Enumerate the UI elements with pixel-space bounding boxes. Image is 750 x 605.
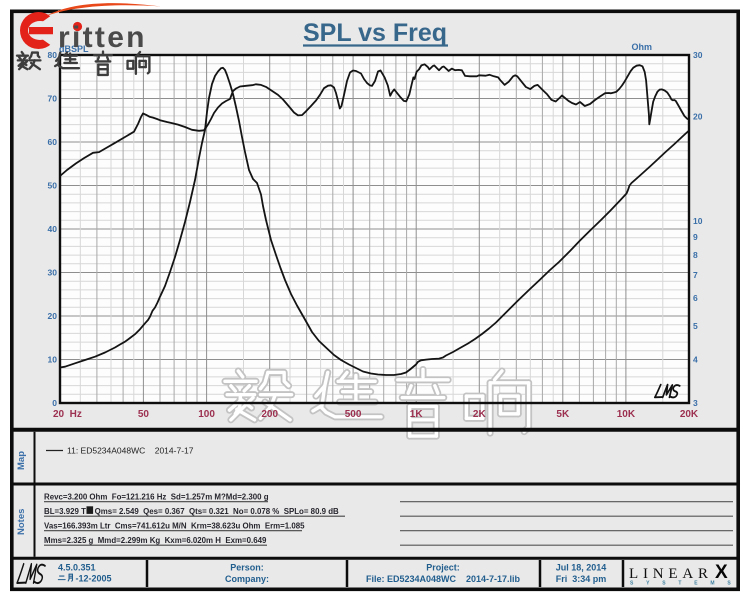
svg-text:10: 10 — [693, 216, 703, 226]
svg-text:5: 5 — [693, 321, 698, 331]
svg-text:20 Hz: 20 Hz — [53, 409, 82, 420]
svg-text:3: 3 — [693, 398, 698, 408]
svg-text:8: 8 — [693, 250, 698, 260]
svg-text:Revc=3.200 Ohm Fo=121.216 Hz: Revc=3.200 Ohm Fo=121.216 Hz Sd=1.257m M… — [44, 493, 269, 502]
svg-text:10: 10 — [48, 355, 58, 365]
svg-text:50: 50 — [138, 409, 150, 420]
svg-text:20: 20 — [693, 111, 703, 121]
svg-text:0: 0 — [52, 398, 57, 408]
svg-text:20: 20 — [48, 311, 58, 321]
svg-text:SPL vs Freq: SPL vs Freq — [303, 19, 447, 47]
svg-text:9: 9 — [693, 232, 698, 242]
svg-text:500: 500 — [345, 409, 362, 420]
svg-text:11: ED5234A048WC 2014-7-17: 11: ED5234A048WC 2014-7-17 — [67, 446, 194, 456]
svg-text:SYSTEMS: SYSTEMS — [630, 581, 744, 587]
svg-text:File: ED5234A048WC 2014-7-1: File: ED5234A048WC 2014-7-17.lib — [366, 574, 521, 584]
svg-text:6: 6 — [693, 293, 698, 303]
svg-text:Map: Map — [16, 451, 27, 470]
svg-text:60: 60 — [48, 137, 58, 147]
svg-text:100: 100 — [198, 409, 215, 420]
svg-text:4.5.0.351: 4.5.0.351 — [58, 563, 96, 573]
svg-text:80: 80 — [48, 50, 58, 60]
svg-text:Fri 3:34 pm: Fri 3:34 pm — [556, 574, 607, 584]
svg-text:40: 40 — [48, 224, 58, 234]
svg-text:4: 4 — [693, 355, 698, 365]
svg-text:Company:: Company: — [225, 574, 269, 584]
svg-text:-12-2005: -12-2005 — [76, 574, 112, 584]
svg-text:dBSPL: dBSPL — [59, 44, 89, 54]
svg-text:Ohm: Ohm — [631, 42, 652, 52]
svg-text:70: 70 — [48, 94, 58, 104]
svg-text:ritten: ritten — [58, 21, 147, 54]
svg-text:Mms=2.325 g Mmd=2.299m Kg Kx: Mms=2.325 g Mmd=2.299m Kg Kxm=6.020m H E… — [44, 536, 267, 545]
svg-text:200: 200 — [261, 409, 278, 420]
svg-text:Jul 18, 2014: Jul 18, 2014 — [556, 563, 607, 573]
svg-text:10K: 10K — [617, 409, 636, 420]
svg-text:2K: 2K — [473, 409, 487, 420]
svg-text:50: 50 — [48, 181, 58, 191]
svg-text:X: X — [715, 562, 728, 583]
svg-text:Vas=166.393m Ltr Cms=741.612u: Vas=166.393m Ltr Cms=741.612u M/N Krm=38… — [44, 522, 305, 531]
svg-text:Notes: Notes — [16, 509, 27, 535]
svg-text:Project:: Project: — [426, 563, 460, 573]
svg-text:20K: 20K — [680, 409, 699, 420]
svg-text:7: 7 — [693, 270, 698, 280]
svg-text:5K: 5K — [556, 409, 570, 420]
svg-text:LINEAR: LINEAR — [629, 566, 713, 582]
svg-text:30: 30 — [693, 50, 703, 60]
svg-text:1K: 1K — [410, 409, 424, 420]
svg-text:BL=3.929 T Qms= 2.549 Qes=: BL=3.929 T Qms= 2.549 Qes= 0.367 Qts= 0.… — [44, 507, 339, 516]
svg-text:Person:: Person: — [230, 563, 264, 573]
svg-text:30: 30 — [48, 268, 58, 278]
